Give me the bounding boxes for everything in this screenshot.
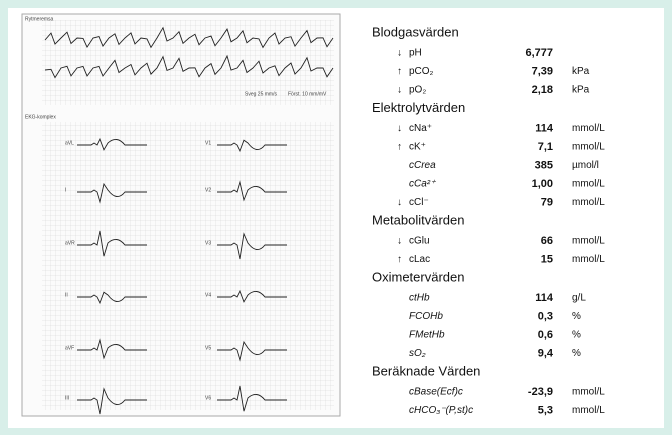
ecg-grid — [42, 122, 334, 410]
section-title: Beräknade Värden — [372, 363, 480, 378]
section-title: Elektrolytvärden — [372, 100, 465, 115]
param-unit: kPa — [572, 85, 590, 96]
param-unit: µmol/l — [572, 160, 599, 171]
ecg-label: EKG-komplex — [25, 114, 56, 120]
lead-label: I — [65, 187, 66, 193]
param-name: cBase(Ecf)c — [409, 387, 463, 398]
lead-label: V3 — [205, 240, 211, 246]
param-unit: mmol/L — [572, 405, 605, 416]
param-name: ctHb — [409, 293, 430, 304]
lead-label: V2 — [205, 187, 211, 193]
param-unit: mmol/L — [572, 142, 605, 153]
param-name: cGlu — [409, 236, 430, 247]
param-name: cNa⁺ — [409, 123, 432, 134]
param-name: pCO₂ — [409, 66, 434, 77]
param-name: sO₂ — [409, 348, 426, 359]
param-unit: mmol/L — [572, 254, 605, 265]
flag: ↓ — [397, 236, 402, 247]
param-value: 114 — [535, 292, 554, 304]
param-name: pH — [409, 48, 422, 59]
page: Rytmeremsa EKG-komplex Sveg 25 mm/s Förs… — [0, 0, 672, 435]
lead-label: V6 — [205, 395, 211, 401]
param-value: 114 — [535, 122, 554, 134]
param-unit: mmol/L — [572, 179, 605, 190]
param-unit: mmol/L — [572, 197, 605, 208]
param-unit: % — [572, 311, 581, 322]
param-unit: % — [572, 348, 581, 359]
param-name: cK⁺ — [409, 142, 426, 153]
flag: ↑ — [397, 142, 402, 153]
lead-label: aVL — [65, 140, 74, 146]
flag: ↑ — [397, 254, 402, 265]
param-name: cLac — [409, 254, 430, 265]
flag: ↑ — [397, 66, 402, 77]
lead-label: V1 — [205, 140, 211, 146]
flag: ↓ — [397, 123, 402, 134]
lead-label: V5 — [205, 345, 211, 351]
flag: ↓ — [397, 48, 402, 59]
lead-label: aVR — [65, 240, 75, 246]
flag: ↓ — [397, 197, 402, 208]
ecg-label: Sveg 25 mm/s — [245, 91, 277, 97]
ecg-label: Rytmeremsa — [25, 16, 54, 22]
param-name: FCOHb — [409, 311, 443, 322]
section-title: Metabolitvärden — [372, 212, 465, 227]
param-value: 0,3 — [538, 310, 553, 322]
param-unit: mmol/L — [572, 123, 605, 134]
lead-label: III — [65, 395, 69, 401]
param-name: pO₂ — [409, 85, 426, 96]
param-value: 15 — [541, 253, 553, 265]
param-value: 1,00 — [532, 178, 553, 190]
flag: ↓ — [397, 85, 402, 96]
param-value: 7,1 — [538, 141, 553, 153]
param-value: 79 — [541, 196, 553, 208]
param-value: 5,3 — [538, 404, 553, 416]
lead-label: aVF — [65, 345, 74, 351]
param-name: cCl⁻ — [409, 197, 429, 208]
param-value: 2,18 — [532, 84, 553, 96]
param-unit: kPa — [572, 66, 590, 77]
param-unit: % — [572, 330, 581, 341]
section-title: Blodgasvärden — [372, 24, 459, 39]
param-unit: mmol/L — [572, 387, 605, 398]
param-name: cHCO₃⁻(P,st)c — [409, 405, 473, 416]
section-title: Oximetervärden — [372, 269, 464, 284]
param-value: 9,4 — [538, 347, 554, 359]
param-name: cCa²⁺ — [409, 179, 436, 190]
param-value: 0,6 — [538, 329, 553, 341]
param-unit: mmol/L — [572, 236, 605, 247]
param-value: 7,39 — [532, 65, 553, 77]
ecg-label: Först. 10 mm/mV — [288, 91, 327, 97]
param-value: 385 — [535, 159, 553, 171]
lead-label: V4 — [205, 292, 211, 298]
param-value: 66 — [541, 235, 553, 247]
param-name: FMetHb — [409, 330, 445, 341]
param-unit: g/L — [572, 293, 586, 304]
lead-label: II — [65, 292, 68, 298]
param-value: 6,777 — [525, 47, 553, 59]
param-name: cCrea — [409, 160, 436, 171]
param-value: -23,9 — [528, 386, 553, 398]
